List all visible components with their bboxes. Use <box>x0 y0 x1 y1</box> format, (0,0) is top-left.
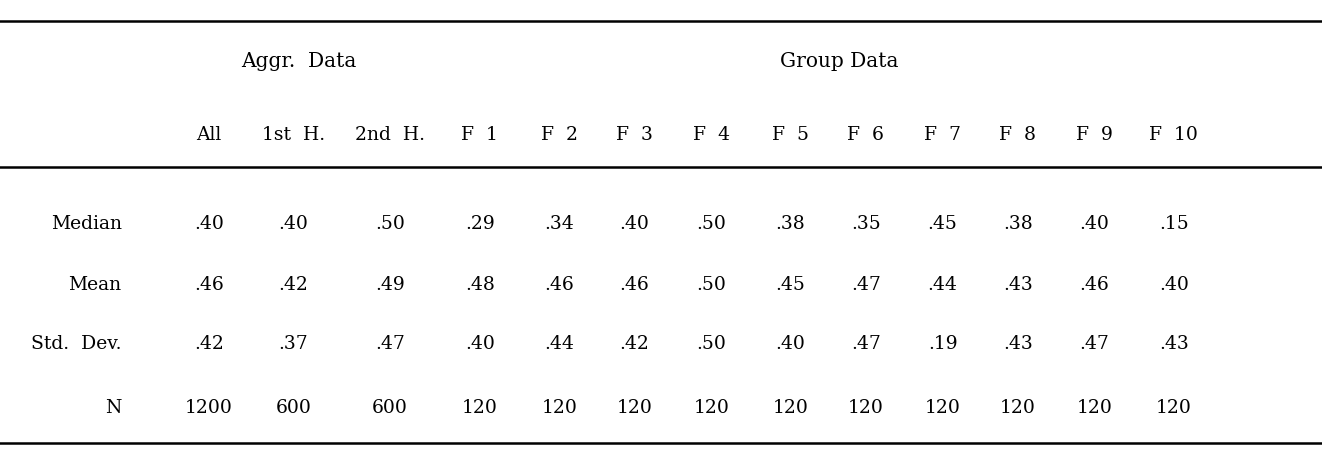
Text: .48: .48 <box>465 276 494 294</box>
Text: Median: Median <box>50 215 122 234</box>
Text: 600: 600 <box>371 398 408 417</box>
Text: 120: 120 <box>693 398 730 417</box>
Text: .40: .40 <box>1080 215 1109 234</box>
Text: .47: .47 <box>851 276 880 294</box>
Text: .40: .40 <box>194 215 223 234</box>
Text: .46: .46 <box>620 276 649 294</box>
Text: .29: .29 <box>465 215 494 234</box>
Text: .40: .40 <box>465 335 494 354</box>
Text: F  3: F 3 <box>616 126 653 144</box>
Text: Aggr.  Data: Aggr. Data <box>241 52 357 71</box>
Text: F  10: F 10 <box>1150 126 1198 144</box>
Text: .46: .46 <box>194 276 223 294</box>
Text: .50: .50 <box>697 335 726 354</box>
Text: .42: .42 <box>279 276 308 294</box>
Text: 1st  H.: 1st H. <box>262 126 325 144</box>
Text: 120: 120 <box>847 398 884 417</box>
Text: .19: .19 <box>928 335 957 354</box>
Text: Group Data: Group Data <box>780 52 899 71</box>
Text: .40: .40 <box>1159 276 1188 294</box>
Text: F  5: F 5 <box>772 126 809 144</box>
Text: .50: .50 <box>697 215 726 234</box>
Text: 120: 120 <box>924 398 961 417</box>
Text: .46: .46 <box>545 276 574 294</box>
Text: .45: .45 <box>928 215 957 234</box>
Text: 120: 120 <box>541 398 578 417</box>
Text: .47: .47 <box>851 335 880 354</box>
Text: .47: .47 <box>375 335 405 354</box>
Text: .40: .40 <box>776 335 805 354</box>
Text: .37: .37 <box>279 335 308 354</box>
Text: .47: .47 <box>1080 335 1109 354</box>
Text: .45: .45 <box>776 276 805 294</box>
Text: .43: .43 <box>1159 335 1188 354</box>
Text: .50: .50 <box>697 276 726 294</box>
Text: F  2: F 2 <box>541 126 578 144</box>
Text: .43: .43 <box>1003 276 1032 294</box>
Text: 600: 600 <box>275 398 312 417</box>
Text: 1200: 1200 <box>185 398 233 417</box>
Text: .38: .38 <box>776 215 805 234</box>
Text: .43: .43 <box>1003 335 1032 354</box>
Text: 120: 120 <box>999 398 1036 417</box>
Text: .49: .49 <box>375 276 405 294</box>
Text: .50: .50 <box>375 215 405 234</box>
Text: 120: 120 <box>1076 398 1113 417</box>
Text: .15: .15 <box>1159 215 1188 234</box>
Text: N: N <box>106 398 122 417</box>
Text: Mean: Mean <box>69 276 122 294</box>
Text: .40: .40 <box>279 215 308 234</box>
Text: .44: .44 <box>545 335 574 354</box>
Text: Std.  Dev.: Std. Dev. <box>32 335 122 354</box>
Text: F  1: F 1 <box>461 126 498 144</box>
Text: .46: .46 <box>1080 276 1109 294</box>
Text: .42: .42 <box>194 335 223 354</box>
Text: .44: .44 <box>928 276 957 294</box>
Text: .34: .34 <box>545 215 574 234</box>
Text: All: All <box>196 126 222 144</box>
Text: F  8: F 8 <box>999 126 1036 144</box>
Text: F  9: F 9 <box>1076 126 1113 144</box>
Text: F  4: F 4 <box>693 126 730 144</box>
Text: 120: 120 <box>461 398 498 417</box>
Text: 120: 120 <box>616 398 653 417</box>
Text: .35: .35 <box>851 215 880 234</box>
Text: F  7: F 7 <box>924 126 961 144</box>
Text: 2nd  H.: 2nd H. <box>356 126 424 144</box>
Text: .42: .42 <box>620 335 649 354</box>
Text: 120: 120 <box>1155 398 1192 417</box>
Text: F  6: F 6 <box>847 126 884 144</box>
Text: .38: .38 <box>1003 215 1032 234</box>
Text: .40: .40 <box>620 215 649 234</box>
Text: 120: 120 <box>772 398 809 417</box>
